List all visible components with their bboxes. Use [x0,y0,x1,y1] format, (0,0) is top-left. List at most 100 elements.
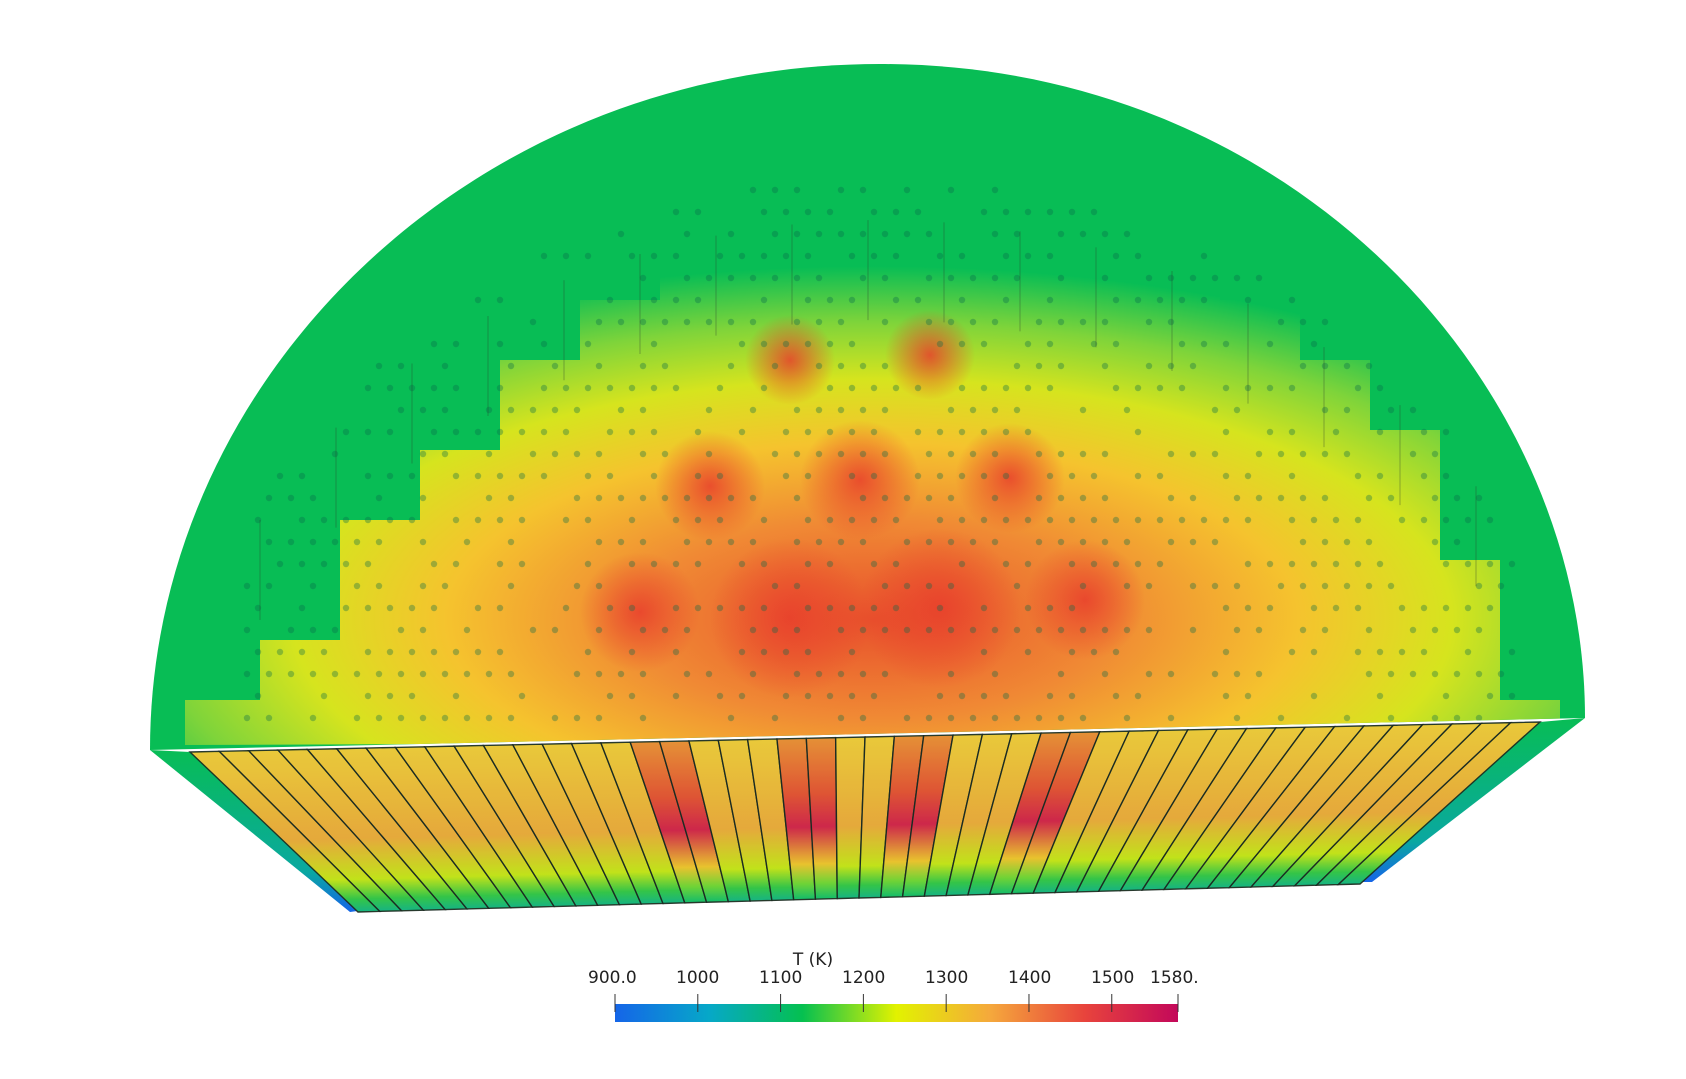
fuel-pin [365,429,371,435]
fuel-pin [299,649,305,655]
fuel-pin [431,341,437,347]
fuel-pin [695,297,701,303]
fuel-pin [915,297,921,303]
fuel-pin [1223,385,1229,391]
fuel-pin [1399,605,1405,611]
fuel-pin [618,495,624,501]
fuel-pin [783,473,789,479]
fuel-pin [673,297,679,303]
fuel-pin [1289,473,1295,479]
fuel-pin [1377,473,1383,479]
fuel-pin [266,539,272,545]
fuel-pin [1058,451,1064,457]
fuel-pin [563,429,569,435]
fuel-pin [1190,363,1196,369]
fuel-pin [739,341,745,347]
fuel-pin [442,583,448,589]
fuel-pin [596,319,602,325]
fuel-pin [1289,561,1295,567]
fuel-pin [871,473,877,479]
fuel-pin [893,561,899,567]
fuel-pin [365,605,371,611]
fuel-pin [1025,385,1031,391]
hotspot [710,538,870,698]
fuel-pin [1509,649,1515,655]
fuel-pin [1311,561,1317,567]
fuel-pin [574,495,580,501]
fuel-pin [926,715,932,721]
fuel-pin [1058,275,1064,281]
fuel-pin [266,715,272,721]
fuel-pin [497,649,503,655]
fuel-pin [893,517,899,523]
fuel-pin [937,253,943,259]
fuel-pin [618,539,624,545]
fuel-pin [794,451,800,457]
fuel-pin [992,451,998,457]
fuel-pin [1091,561,1097,567]
fuel-pin [1300,539,1306,545]
fuel-pin [1311,693,1317,699]
fuel-pin [1454,539,1460,545]
fuel-pin [552,407,558,413]
fuel-pin [1113,693,1119,699]
fuel-pin [1003,385,1009,391]
fuel-pin [761,649,767,655]
fuel-pin [420,407,426,413]
fuel-pin [1344,407,1350,413]
fuel-pin [706,495,712,501]
fuel-pin [574,671,580,677]
fuel-pin [904,583,910,589]
fuel-pin [288,671,294,677]
fuel-pin [1421,649,1427,655]
fuel-pin [1388,715,1394,721]
fuel-pin [1377,649,1383,655]
fuel-pin [1234,495,1240,501]
fuel-pin [288,539,294,545]
fuel-pin [552,715,558,721]
fuel-pin [1157,297,1163,303]
fuel-pin [684,495,690,501]
fuel-pin [1333,429,1339,435]
fuel-pin [1267,561,1273,567]
fuel-pin [1135,561,1141,567]
fuel-pin [1113,649,1119,655]
fuel-pin [563,517,569,523]
fuel-pin [1234,671,1240,677]
fuel-pin [1168,319,1174,325]
fuel-pin [750,671,756,677]
fuel-pin [860,363,866,369]
fuel-pin [1300,363,1306,369]
fuel-pin [948,671,954,677]
fuel-pin [585,649,591,655]
fuel-pin [618,231,624,237]
fuel-pin [387,605,393,611]
fuel-pin [651,561,657,567]
fuel-pin [1256,275,1262,281]
fuel-pin [1135,473,1141,479]
fuel-pin [409,473,415,479]
fuel-pin [937,429,943,435]
fuel-pin [607,473,613,479]
fuel-pin [827,517,833,523]
fuel-pin [486,671,492,677]
fuel-pin [805,605,811,611]
fuel-pin [420,715,426,721]
fuel-pin [1146,319,1152,325]
fuel-pin [1025,649,1031,655]
fuel-pin [464,671,470,677]
fuel-pin [1113,297,1119,303]
fuel-pin [1003,693,1009,699]
fuel-pin [486,715,492,721]
fuel-pin [1135,253,1141,259]
fuel-pin [1454,495,1460,501]
fuel-pin [1190,583,1196,589]
fuel-pin [1080,495,1086,501]
fuel-pin [1366,539,1372,545]
fuel-pin [838,363,844,369]
fuel-pin [1366,627,1372,633]
fuel-pin [1212,671,1218,677]
fuel-pin [728,495,734,501]
fuel-pin [354,671,360,677]
